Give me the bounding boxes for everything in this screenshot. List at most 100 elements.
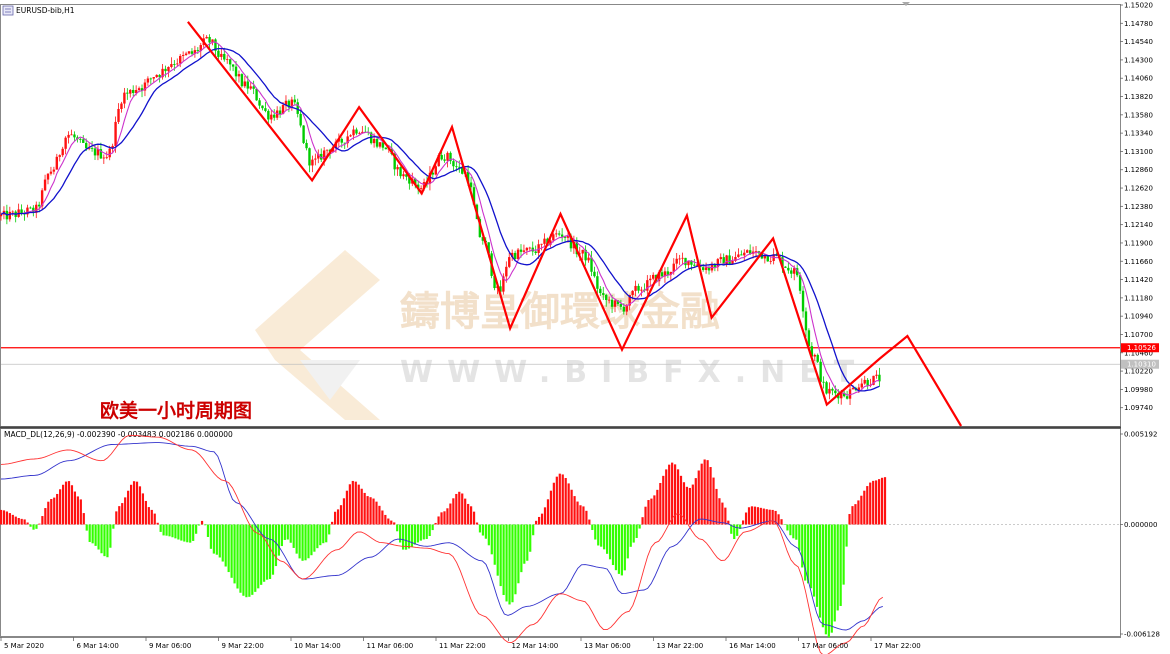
candle[interactable] — [743, 249, 746, 262]
candle[interactable] — [37, 201, 41, 213]
candle[interactable] — [305, 139, 308, 151]
candle[interactable] — [557, 230, 561, 237]
candle[interactable] — [293, 94, 296, 106]
candle[interactable] — [584, 245, 587, 266]
candle[interactable] — [652, 272, 655, 281]
candle[interactable] — [804, 307, 808, 338]
candle[interactable] — [687, 260, 690, 269]
candle[interactable] — [801, 286, 805, 318]
candle[interactable] — [663, 267, 667, 283]
candle[interactable] — [469, 176, 473, 191]
candle[interactable] — [214, 38, 217, 57]
candle[interactable] — [43, 174, 47, 192]
candle[interactable] — [590, 251, 593, 277]
candle[interactable] — [184, 51, 188, 56]
candle[interactable] — [819, 358, 822, 384]
candle[interactable] — [79, 137, 82, 143]
candle[interactable] — [587, 253, 590, 263]
candle[interactable] — [181, 51, 185, 61]
candle[interactable] — [649, 275, 652, 287]
candle[interactable] — [252, 80, 255, 95]
candle[interactable] — [519, 244, 523, 258]
candle[interactable] — [543, 233, 546, 246]
candle[interactable] — [593, 266, 596, 278]
candle[interactable] — [249, 81, 252, 90]
candle[interactable] — [604, 293, 608, 307]
candle[interactable] — [311, 155, 314, 173]
candle[interactable] — [666, 266, 670, 279]
candle[interactable] — [317, 149, 320, 164]
candle[interactable] — [816, 353, 819, 363]
candle[interactable] — [402, 170, 405, 180]
candle[interactable] — [314, 153, 317, 166]
candle[interactable] — [787, 261, 790, 274]
candle[interactable] — [555, 229, 558, 238]
candle[interactable] — [299, 108, 302, 128]
candle[interactable] — [52, 166, 56, 175]
candle[interactable] — [516, 248, 520, 261]
candle[interactable] — [446, 151, 449, 168]
candle[interactable] — [798, 272, 802, 294]
candle[interactable] — [105, 151, 108, 160]
candle[interactable] — [267, 109, 270, 125]
candle[interactable] — [231, 64, 235, 72]
candle[interactable] — [581, 249, 584, 261]
candle[interactable] — [596, 271, 599, 296]
candle[interactable] — [637, 283, 640, 294]
candle[interactable] — [226, 55, 229, 64]
candle[interactable] — [149, 77, 153, 85]
candle[interactable] — [82, 135, 85, 144]
candle[interactable] — [822, 376, 825, 389]
candle[interactable] — [399, 166, 402, 179]
candle[interactable] — [320, 148, 323, 163]
candle[interactable] — [866, 378, 869, 390]
candle[interactable] — [161, 64, 164, 80]
candle[interactable] — [29, 206, 32, 209]
candle[interactable] — [599, 286, 602, 297]
candle[interactable] — [499, 280, 502, 293]
candle[interactable] — [220, 48, 223, 61]
candle[interactable] — [860, 378, 863, 390]
candle[interactable] — [108, 145, 111, 161]
candle[interactable] — [164, 65, 167, 78]
candle[interactable] — [255, 87, 258, 101]
candle[interactable] — [452, 158, 455, 172]
candle[interactable] — [378, 142, 382, 149]
candle[interactable] — [349, 134, 352, 137]
candle[interactable] — [505, 261, 508, 283]
candle[interactable] — [719, 253, 722, 263]
candle[interactable] — [193, 45, 197, 58]
candle[interactable] — [619, 299, 623, 310]
candle[interactable] — [361, 126, 364, 134]
candle[interactable] — [176, 58, 179, 67]
candle[interactable] — [878, 367, 881, 387]
candle[interactable] — [155, 74, 158, 78]
candle[interactable] — [346, 130, 349, 148]
candle[interactable] — [355, 127, 358, 136]
candle[interactable] — [132, 85, 135, 97]
candle[interactable] — [40, 188, 44, 211]
candle[interactable] — [737, 248, 740, 258]
candle[interactable] — [443, 154, 446, 163]
candle[interactable] — [602, 286, 605, 300]
candle[interactable] — [825, 380, 828, 395]
candle[interactable] — [563, 235, 567, 243]
candle[interactable] — [610, 295, 614, 314]
candle[interactable] — [129, 89, 132, 98]
candle[interactable] — [126, 88, 129, 100]
candle[interactable] — [678, 254, 681, 265]
candle[interactable] — [872, 375, 875, 386]
candle[interactable] — [790, 267, 793, 279]
candle[interactable] — [67, 131, 70, 144]
candle[interactable] — [55, 153, 59, 170]
candle[interactable] — [513, 250, 517, 262]
candle[interactable] — [748, 244, 752, 256]
candle[interactable] — [170, 57, 173, 69]
candle[interactable] — [831, 387, 834, 396]
candle[interactable] — [120, 101, 123, 113]
candle[interactable] — [669, 271, 673, 282]
candle[interactable] — [784, 266, 787, 269]
candle[interactable] — [525, 247, 529, 255]
candle[interactable] — [828, 382, 831, 400]
